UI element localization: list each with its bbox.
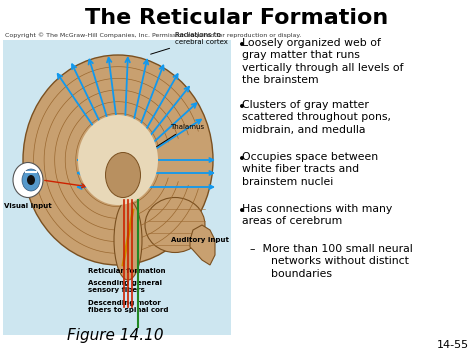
Text: Auditory input: Auditory input: [171, 237, 229, 243]
Text: Occupies space between
white fiber tracts and
brainstem nuclei: Occupies space between white fiber tract…: [242, 152, 378, 187]
Text: Reticular formation: Reticular formation: [88, 268, 165, 274]
Text: Figure 14.10: Figure 14.10: [67, 328, 164, 343]
Text: Clusters of gray matter
scattered throughout pons,
midbrain, and medulla: Clusters of gray matter scattered throug…: [242, 100, 391, 135]
Text: Thalamus: Thalamus: [130, 124, 204, 164]
Text: •: •: [238, 38, 246, 52]
Ellipse shape: [114, 200, 142, 280]
Ellipse shape: [145, 197, 205, 252]
Bar: [3, 40, 231, 335]
Text: –  More than 100 small neural
      networks without distinct
      boundaries: – More than 100 small neural networks wi…: [250, 244, 413, 279]
Ellipse shape: [106, 153, 140, 197]
Ellipse shape: [13, 163, 43, 197]
Polygon shape: [190, 225, 215, 265]
Text: •: •: [238, 204, 246, 218]
Ellipse shape: [23, 55, 213, 265]
Text: Descending motor
fibers to spinal cord: Descending motor fibers to spinal cord: [88, 300, 168, 313]
Text: Radiations to
cerebral cortex: Radiations to cerebral cortex: [151, 32, 228, 54]
Ellipse shape: [27, 175, 35, 185]
Ellipse shape: [78, 115, 158, 205]
Text: Has connections with many
areas of cerebrum: Has connections with many areas of cereb…: [242, 204, 392, 226]
Text: 14-55: 14-55: [437, 340, 469, 350]
Text: •: •: [238, 100, 246, 114]
Text: •: •: [238, 152, 246, 166]
Text: The Reticular Formation: The Reticular Formation: [85, 8, 389, 28]
Text: Visual input: Visual input: [4, 203, 52, 209]
Text: Loosely organized web of
gray matter that runs
vertically through all levels of
: Loosely organized web of gray matter tha…: [242, 38, 403, 85]
Text: Ascending general
sensory fibers: Ascending general sensory fibers: [88, 280, 162, 293]
Ellipse shape: [22, 169, 40, 191]
Text: Copyright © The McGraw-Hill Companies, Inc. Permission required for reproduction: Copyright © The McGraw-Hill Companies, I…: [5, 32, 301, 38]
